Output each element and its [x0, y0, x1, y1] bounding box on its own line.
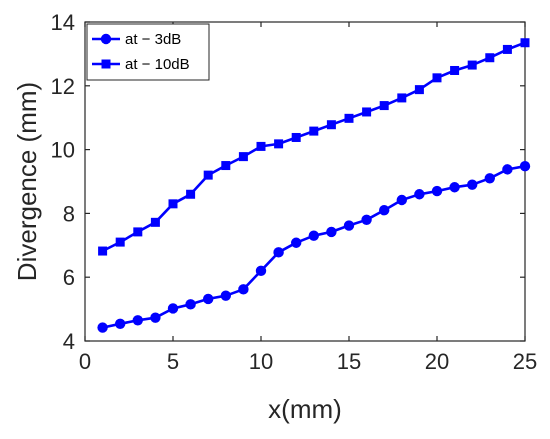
data-point [502, 44, 512, 54]
series-2 [98, 38, 530, 256]
series-layer [97, 38, 531, 333]
legend-label: at − 3dB [125, 31, 181, 48]
legend-marker [100, 33, 112, 45]
data-point [133, 227, 143, 237]
data-point [396, 194, 407, 206]
y-tick-label: 14 [51, 10, 75, 35]
data-point [150, 217, 160, 227]
x-tick-label: 25 [513, 349, 537, 374]
legend-label: at − 10dB [125, 56, 190, 73]
data-point [326, 120, 336, 130]
data-point [167, 303, 179, 314]
data-point [502, 164, 513, 175]
x-tick-label: 20 [425, 349, 449, 374]
data-point [467, 60, 477, 70]
data-point [344, 113, 354, 123]
data-point [343, 220, 355, 231]
data-point [221, 161, 231, 171]
legend-marker [101, 59, 111, 69]
y-tick-label: 10 [51, 138, 75, 163]
y-axis-label: Divergence (mm) [12, 82, 42, 281]
axes: 0 5 10 15 20 25 4 6 8 10 12 14 [51, 10, 538, 374]
data-point [467, 179, 478, 190]
data-point [432, 73, 442, 83]
legend-entry: at − 3dB [92, 31, 181, 48]
data-point [186, 189, 196, 199]
y-tick-label: 8 [63, 201, 75, 226]
data-point [185, 299, 196, 310]
data-point [379, 101, 389, 111]
data-point [291, 237, 302, 248]
data-point [414, 85, 424, 95]
data-point [485, 53, 495, 63]
data-point [484, 173, 495, 184]
y-tick-label: 6 [63, 265, 75, 290]
series-1 [97, 160, 531, 333]
data-point [203, 170, 213, 180]
data-point [168, 199, 178, 209]
legend-entry: at − 10dB [92, 56, 190, 73]
data-point [256, 141, 266, 151]
data-point [115, 237, 125, 247]
x-axis-label: x(mm) [268, 394, 342, 424]
data-point [397, 93, 407, 103]
legend-box [86, 23, 210, 81]
data-point [362, 107, 372, 117]
data-point [98, 246, 108, 256]
data-point [97, 322, 108, 333]
data-point [115, 318, 126, 329]
data-point [449, 182, 460, 193]
data-point [238, 284, 249, 295]
data-point [520, 38, 530, 48]
x-tick-label: 10 [249, 349, 273, 374]
data-point [203, 293, 214, 305]
data-point [308, 230, 319, 241]
data-point [519, 160, 531, 172]
data-point [291, 132, 301, 142]
data-point [274, 139, 284, 149]
data-point [326, 226, 337, 238]
legend: at − 3dB at − 10dB [86, 23, 210, 81]
data-point [150, 312, 161, 323]
x-tick-label: 15 [337, 349, 361, 374]
data-point [309, 126, 319, 136]
data-point [273, 247, 284, 258]
y-tick-label: 12 [51, 74, 75, 99]
data-point [431, 185, 443, 197]
data-point [132, 315, 143, 326]
data-point [361, 214, 372, 225]
data-point [220, 290, 231, 301]
x-tick-label: 5 [167, 349, 179, 374]
data-point [414, 189, 425, 200]
data-point [238, 152, 248, 162]
data-point [255, 265, 267, 277]
data-point [450, 65, 460, 75]
x-tick-label: 0 [79, 349, 91, 374]
y-tick-label: 4 [63, 329, 75, 354]
data-point [379, 205, 390, 216]
